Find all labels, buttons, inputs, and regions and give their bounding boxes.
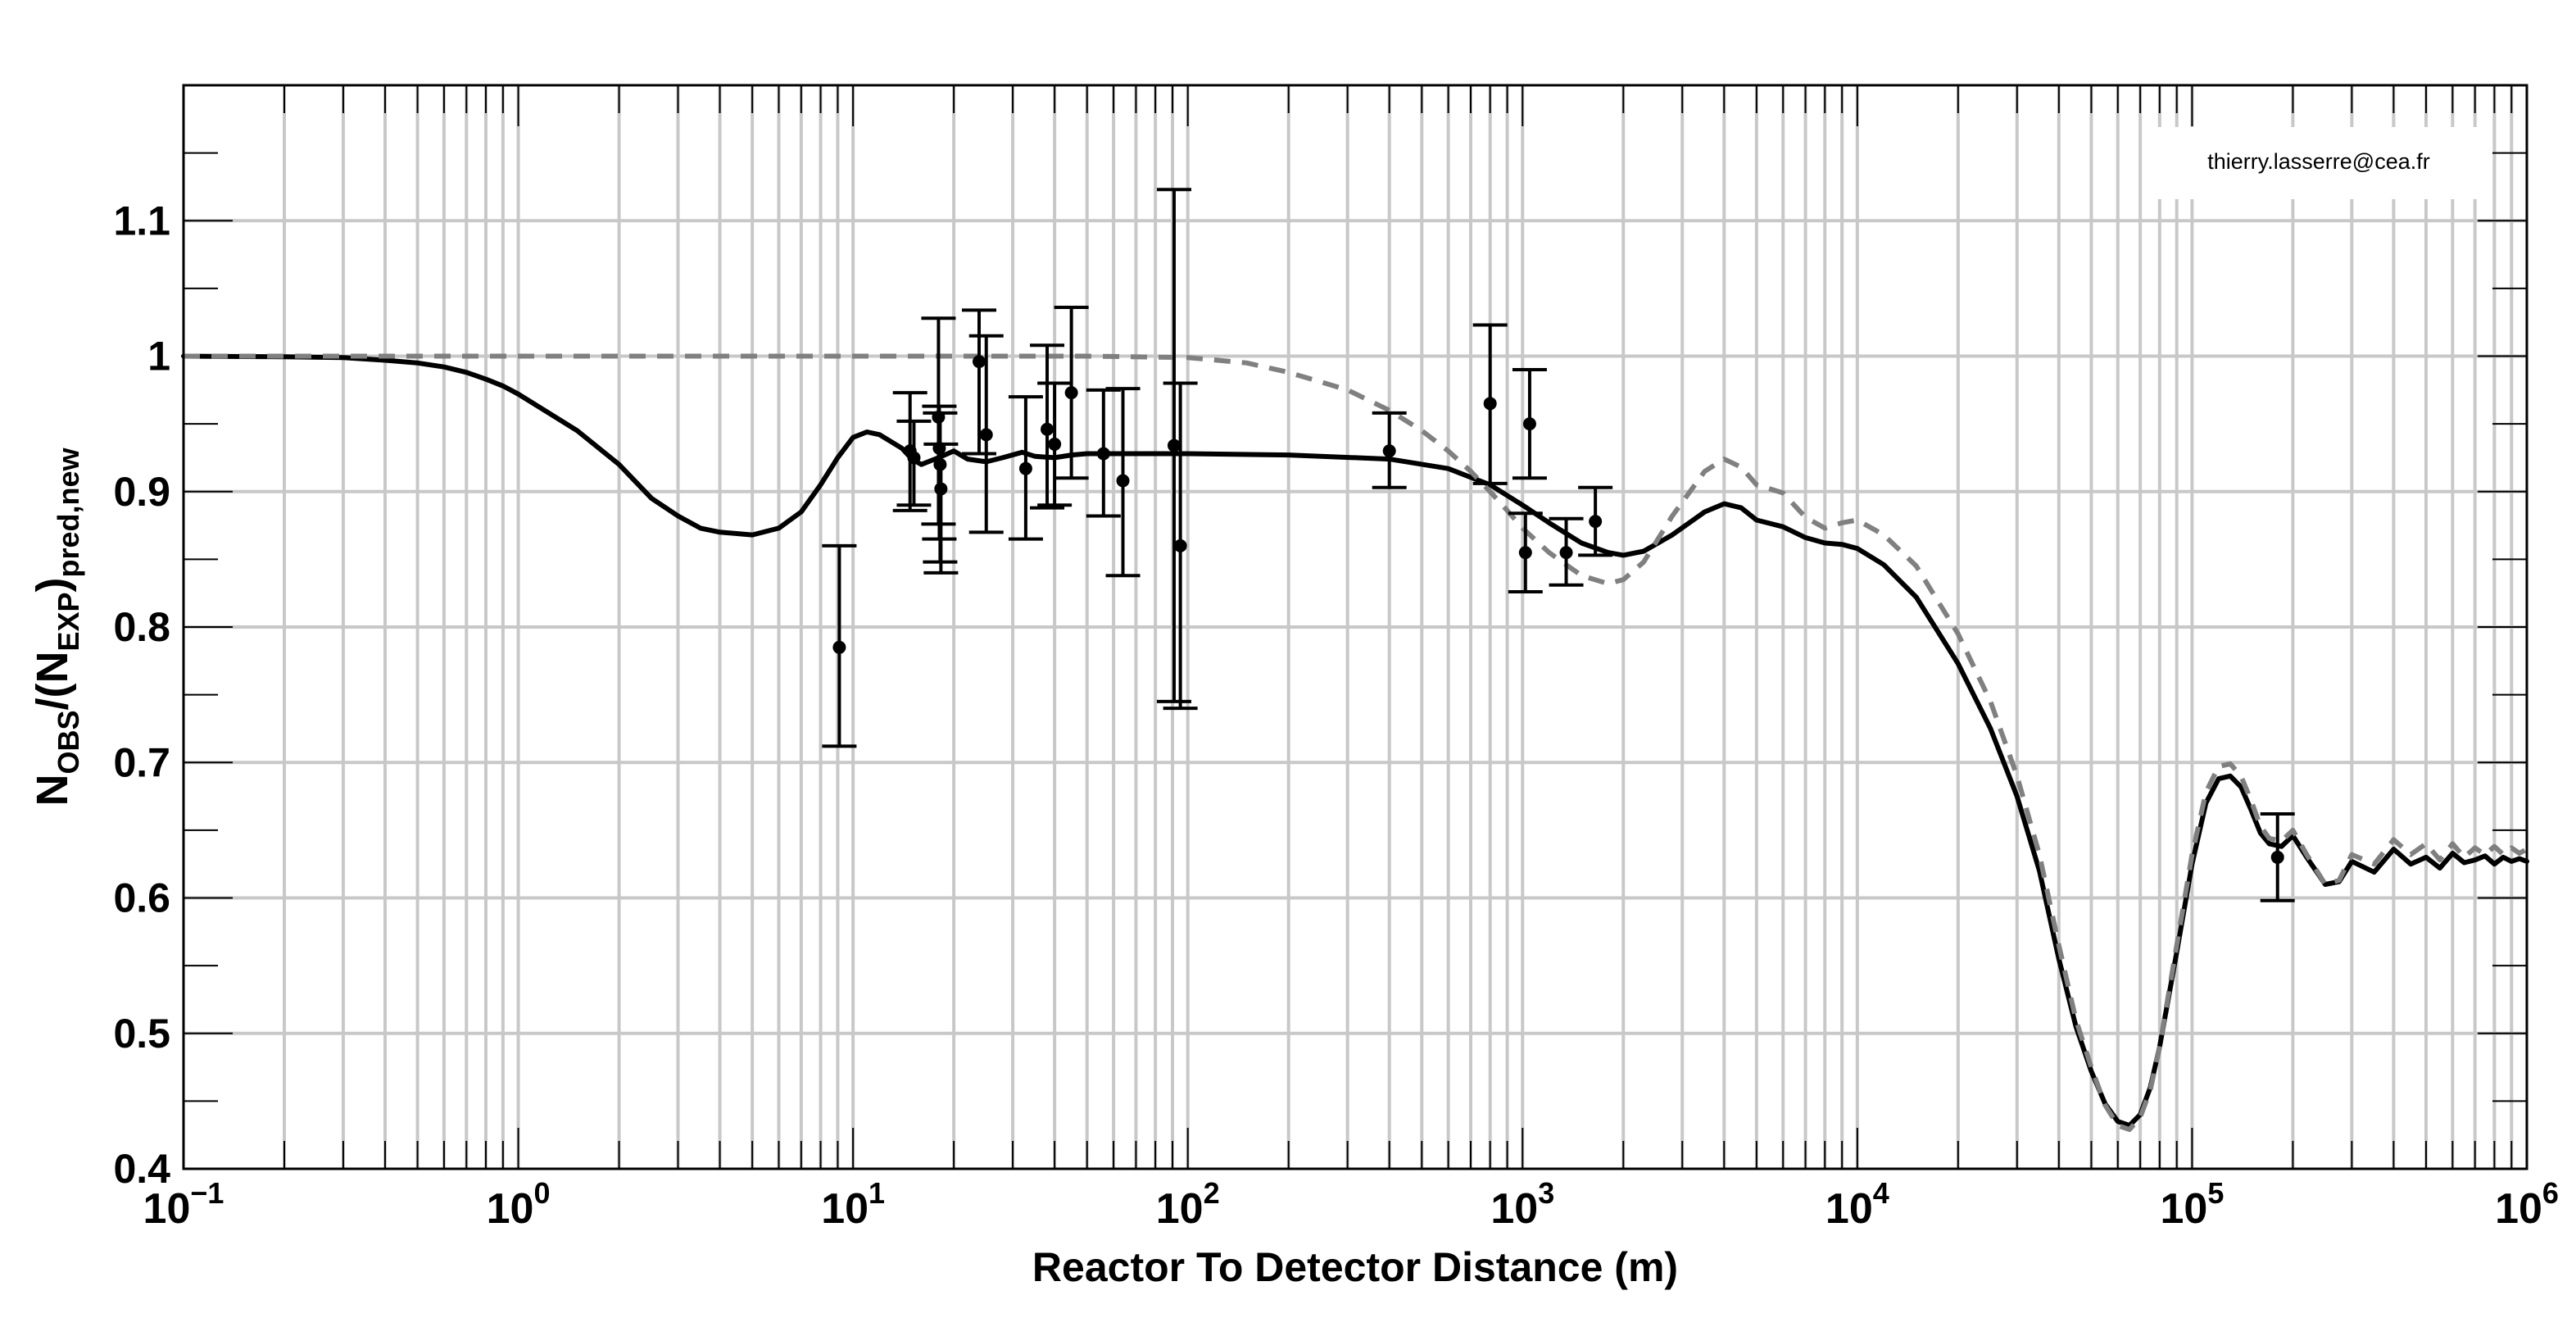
- y-tick-label: 0.9: [113, 469, 170, 515]
- series-lines: [181, 353, 2529, 1133]
- data-point: [2270, 850, 2284, 864]
- y-tick-label: 1: [147, 334, 170, 379]
- x-tick-label: 104: [1825, 1176, 1889, 1233]
- data-point: [907, 451, 921, 465]
- x-tick-label: 10−1: [143, 1176, 224, 1233]
- x-tick-label: 102: [1156, 1176, 1220, 1233]
- annotation-box: thierry.lasserre@cea.fr: [2151, 127, 2487, 199]
- x-tick-labels: 10−1 100 101 102 103 104 105 106: [143, 1176, 2559, 1233]
- x-tick-label: 105: [2160, 1176, 2224, 1233]
- x-tick-label: 106: [2495, 1176, 2559, 1233]
- data-point: [934, 482, 948, 496]
- data-point: [1589, 515, 1603, 529]
- data-point: [1167, 439, 1181, 452]
- y-tick-label: 0.7: [113, 739, 170, 785]
- data-point: [1382, 444, 1396, 458]
- data-point: [1483, 397, 1497, 411]
- data-point: [832, 640, 846, 654]
- data-points: [822, 188, 2295, 902]
- data-point: [1018, 461, 1032, 475]
- data-point: [1522, 417, 1536, 431]
- data-point: [973, 355, 986, 369]
- x-axis-title: Reactor To Detector Distance (m): [1032, 1244, 1678, 1290]
- data-point: [1559, 546, 1573, 560]
- data-point: [1064, 386, 1078, 400]
- y-axis-title: NOBS/(NEXP)pred,new: [28, 447, 85, 806]
- annotation-text: thierry.lasserre@cea.fr: [2207, 149, 2429, 174]
- x-tick-label: 100: [487, 1176, 551, 1233]
- plot-frame: [182, 84, 2528, 1170]
- series-line-dashed: [184, 353, 2528, 1133]
- y-tick-label: 0.4: [113, 1146, 170, 1192]
- data-point: [979, 428, 993, 442]
- x-tick-label: 103: [1490, 1176, 1554, 1233]
- data-point: [1173, 539, 1187, 552]
- data-point: [1041, 422, 1054, 436]
- y-tick-label: 0.5: [113, 1011, 170, 1057]
- y-tick-label: 0.6: [113, 875, 170, 921]
- y-tick-label: 1.1: [113, 198, 170, 243]
- y-tick-labels: 0.4 0.5 0.6 0.7 0.8 0.9 1 1.1: [113, 198, 170, 1192]
- y-tick-label: 0.8: [113, 604, 170, 650]
- data-point: [1116, 474, 1130, 488]
- data-point: [1096, 447, 1110, 461]
- x-tick-label: 101: [821, 1176, 885, 1233]
- data-point: [1518, 546, 1532, 560]
- data-point: [1048, 437, 1062, 451]
